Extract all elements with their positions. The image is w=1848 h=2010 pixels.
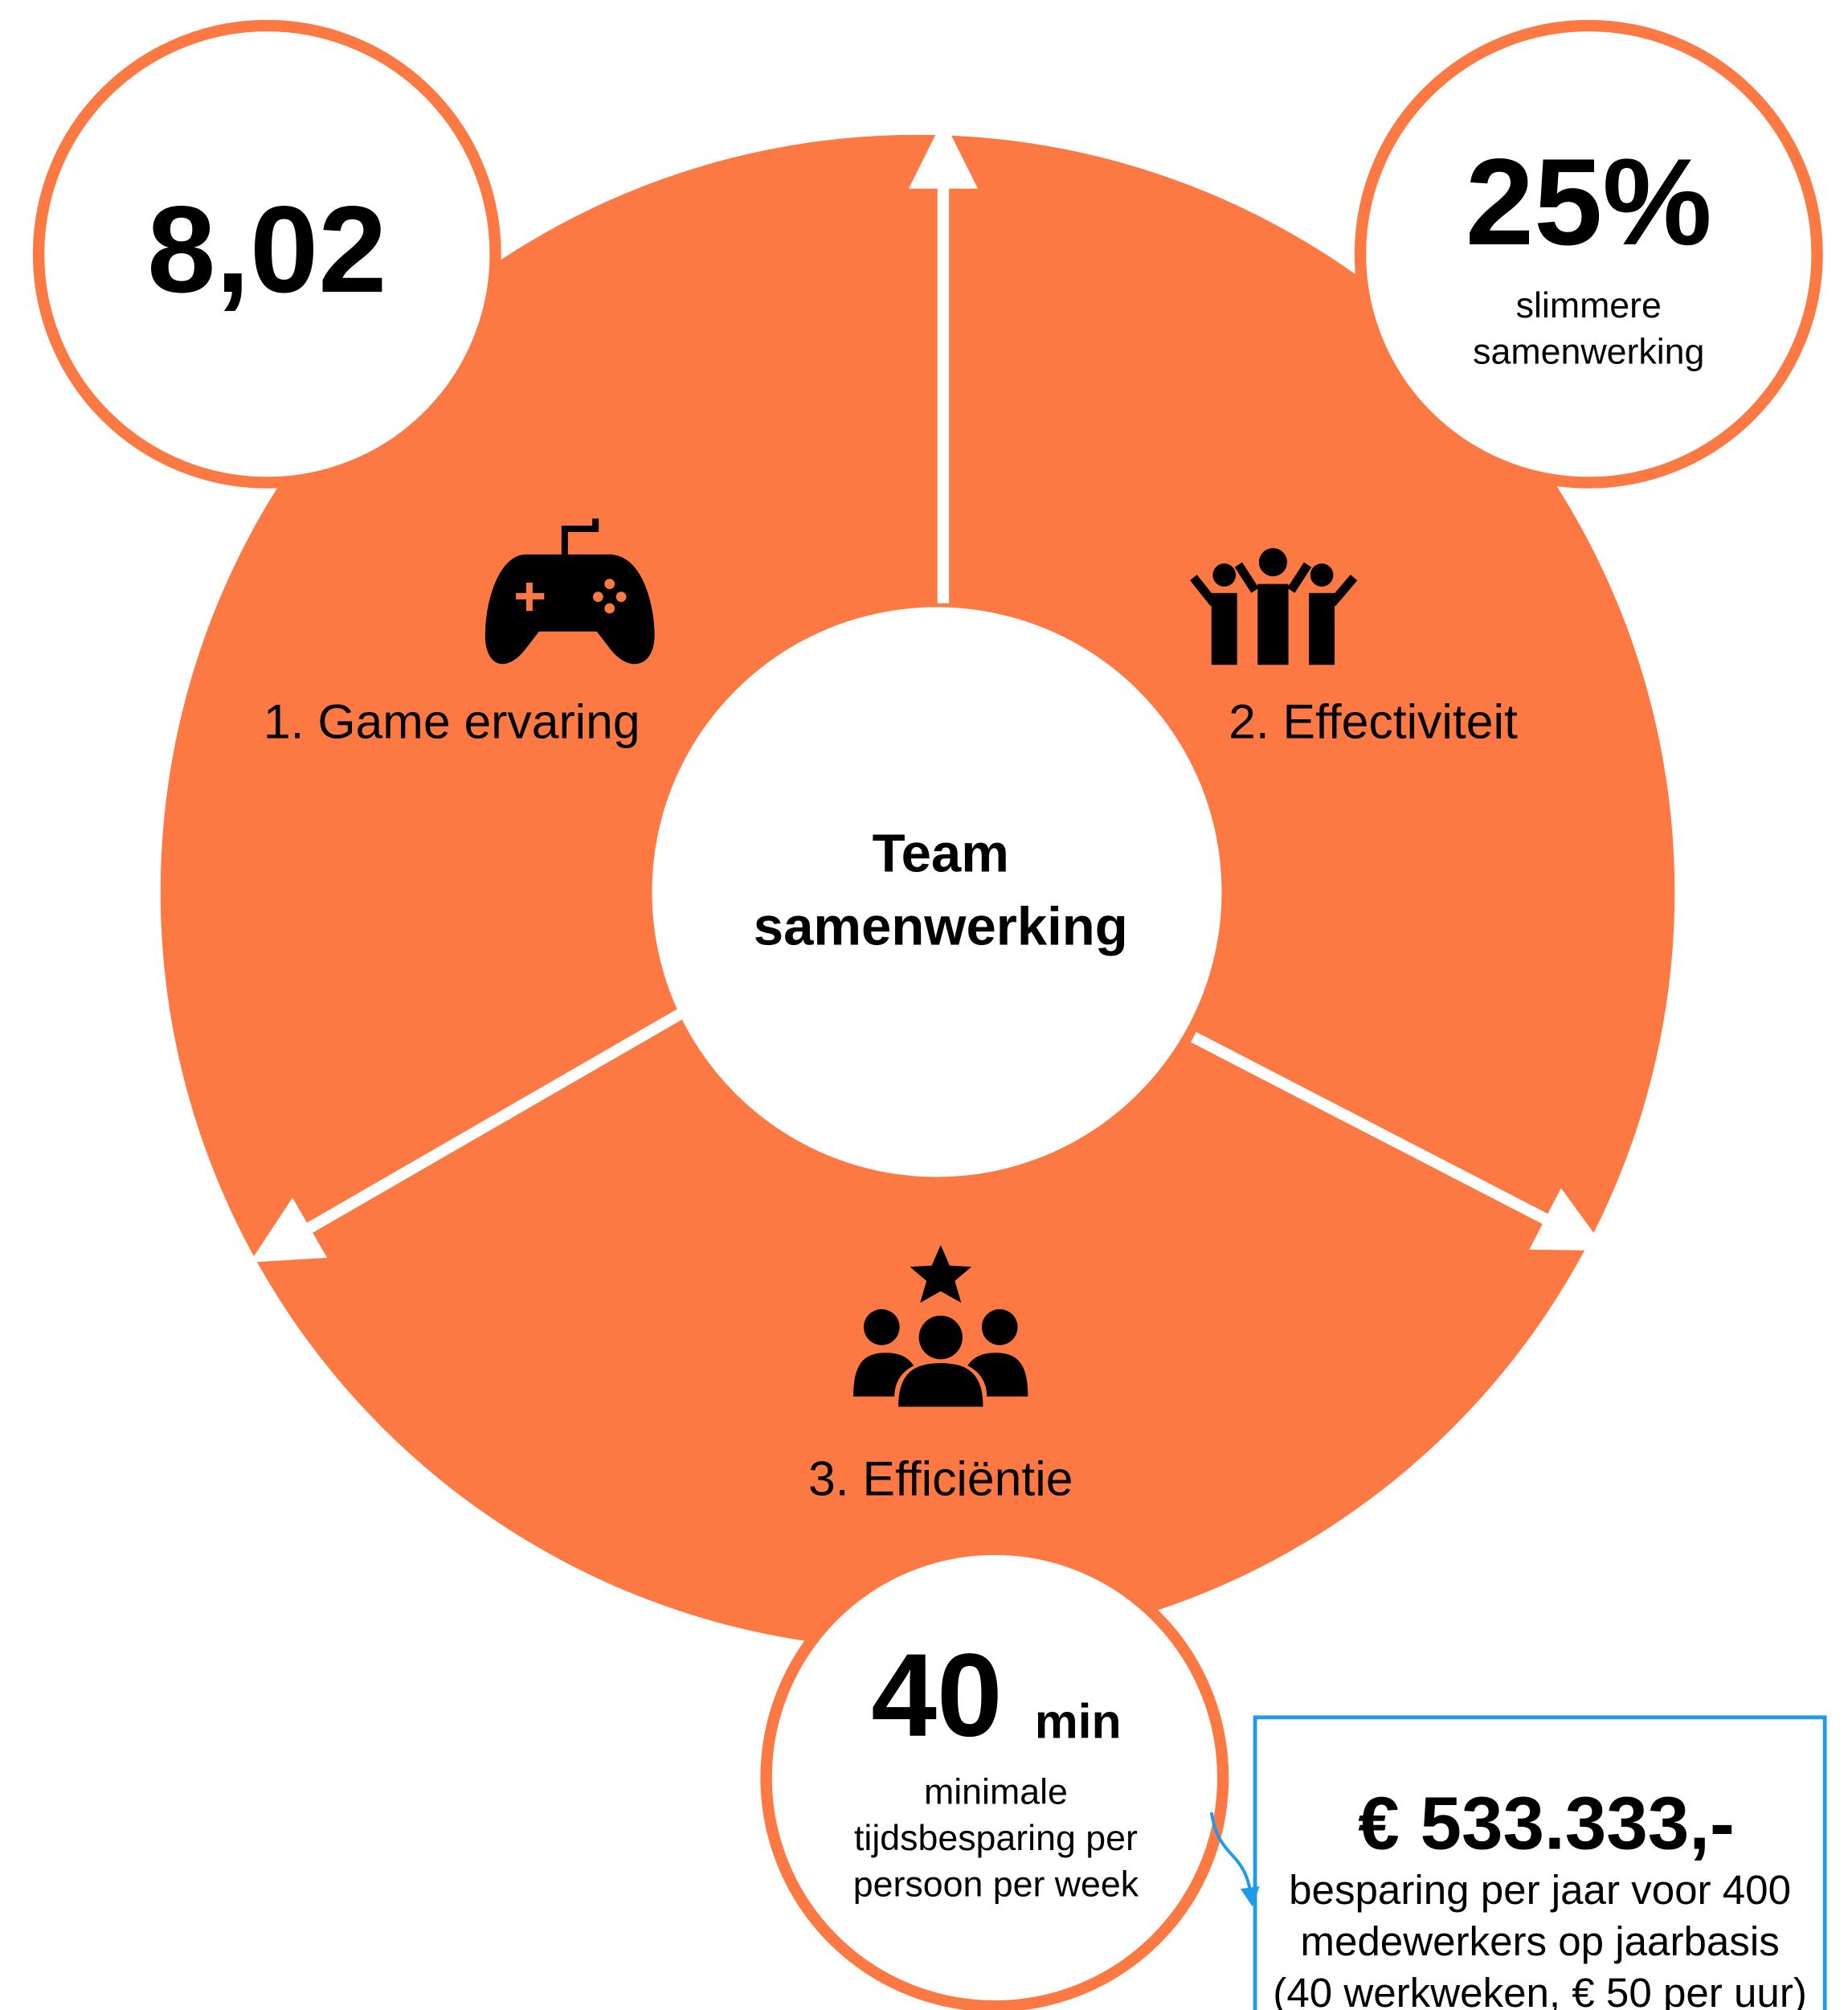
group-icon: [853, 1245, 1028, 1407]
stat-circle: [760, 1543, 1229, 2010]
segment-label: 1. Game ervaring: [264, 694, 640, 748]
stat-caption: minimale: [924, 1773, 1068, 1812]
savings-caption: medewerkers op jaarbasis: [1300, 1918, 1779, 1964]
stat-circle: [32, 19, 501, 489]
stat-caption: persoon per week: [853, 1865, 1139, 1904]
stat-circle: [1354, 19, 1823, 489]
savings-caption: besparing per jaar voor 400: [1289, 1867, 1791, 1913]
segment-label: 3. Efficiëntie: [808, 1451, 1073, 1506]
segment-label: 2. Effectiviteit: [1229, 694, 1518, 748]
arrow: [1191, 1032, 1607, 1251]
center-circle: [652, 607, 1222, 1177]
stat-unit: min: [1035, 1693, 1122, 1748]
stat-value: 8,02: [147, 181, 386, 318]
savings-caption: (40 werkweken, € 50 per uur): [1273, 1970, 1807, 2010]
stat-caption: tijdsbesparing per: [854, 1819, 1138, 1858]
arrows: [249, 119, 1607, 1263]
savings-amount: € 533.333,-: [1358, 1781, 1735, 1865]
game-icon: [484, 518, 655, 665]
team-icon: [1190, 547, 1358, 665]
center-title: Team: [873, 824, 1009, 884]
arrow: [249, 1009, 684, 1263]
stat-value: 40: [871, 1630, 1002, 1762]
stat-caption: samenwerking: [1473, 333, 1704, 372]
center-title: samenwerking: [754, 897, 1128, 957]
savings-box: [1253, 1715, 1827, 2010]
stat-caption: slimmere: [1516, 286, 1662, 325]
connector: [1209, 1811, 1260, 1907]
stat-value: 25%: [1466, 133, 1712, 271]
